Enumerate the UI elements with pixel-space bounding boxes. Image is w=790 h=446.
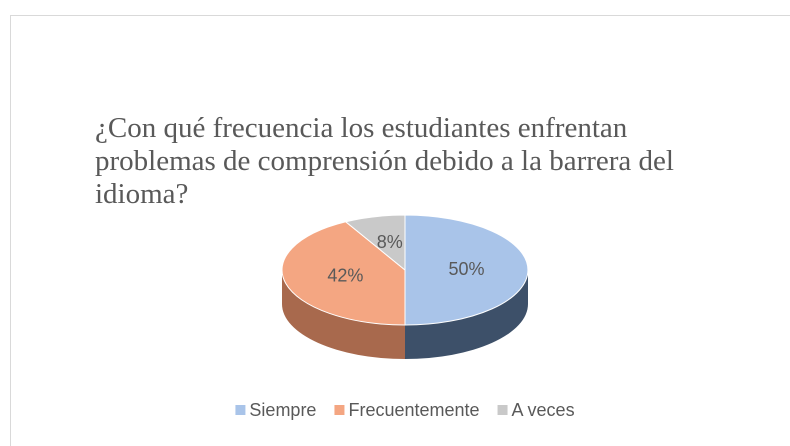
legend-marker [235, 405, 246, 415]
chart-border [10, 15, 790, 446]
slice-side [282, 270, 405, 359]
legend-marker [334, 405, 345, 415]
legend-label: Frecuentemente [348, 400, 479, 420]
slice [344, 214, 406, 272]
chart-title: ¿Con qué frecuencia los estudiantes enfr… [95, 112, 674, 210]
legend-label: Siempre [249, 400, 316, 420]
data-label: 8% [377, 232, 403, 252]
legend-marker [497, 405, 508, 415]
data-label: 50% [448, 259, 484, 279]
slice-side [405, 270, 528, 359]
slice [281, 221, 406, 326]
legend-label: A veces [512, 400, 575, 420]
slice [404, 214, 529, 326]
data-label: 42% [327, 266, 363, 286]
